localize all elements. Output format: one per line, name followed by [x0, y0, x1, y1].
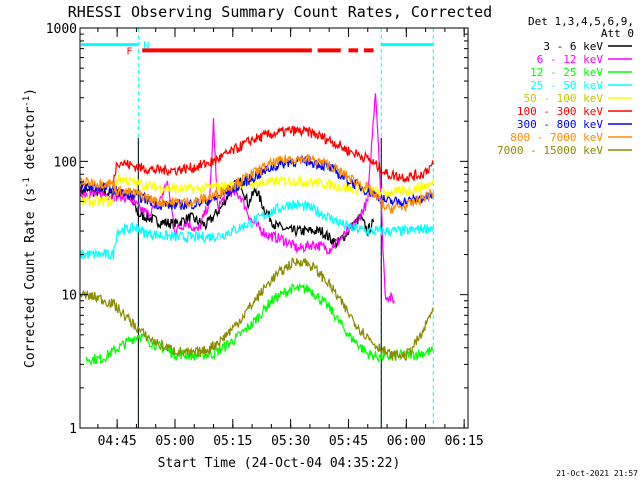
- series-line: [112, 125, 434, 186]
- legend-label: 50 - 100 keV: [524, 92, 604, 105]
- y-axis-label-sup2: -1: [22, 96, 32, 107]
- y-axis-label: Corrected Count Rate (s-1 detector-1): [22, 88, 38, 368]
- series-layer: [79, 93, 434, 366]
- x-tick-label: 05:15: [213, 434, 252, 449]
- y-tick-label: 100: [54, 155, 77, 170]
- y-tick-label: 1000: [46, 22, 77, 37]
- series-line: [79, 257, 434, 361]
- plot-area: FN 1 10 100 1000 04:45 05:00 05:15 05:30 05:45 06…: [46, 22, 484, 449]
- y-tick-label: 1: [69, 422, 77, 437]
- overlay-layer: FN: [81, 28, 434, 428]
- series-line: [79, 199, 434, 260]
- y-axis-label-main: Corrected Count Rate (s: [23, 188, 38, 368]
- legend-label: 6 - 12 keV: [537, 53, 604, 66]
- x-tick-label: 05:45: [329, 434, 368, 449]
- legend-label: 100 - 300 keV: [517, 105, 603, 118]
- x-tick-label: 05:30: [271, 434, 310, 449]
- series-line: [80, 173, 434, 208]
- x-tick-label: 05:00: [155, 434, 194, 449]
- legend-label: 7000 - 15000 keV: [497, 144, 603, 157]
- night-flag-label: N: [143, 41, 149, 52]
- legend-header-attenuator: Att 0: [601, 27, 634, 40]
- legend-label: 300 - 800 keV: [517, 118, 603, 131]
- tick-layer: 1 10 100 1000 04:45 05:00 05:15 05:30 05:45 06:00…: [46, 22, 484, 449]
- plot-frame: [79, 27, 469, 429]
- legend-label: 800 - 7000 keV: [510, 131, 603, 144]
- y-axis-label-mid: detector: [23, 107, 38, 178]
- legend-label: 3 - 6 keV: [543, 40, 603, 53]
- series-line: [79, 93, 395, 304]
- flare-flag-label: F: [126, 46, 132, 57]
- legend-label: 25 - 50 keV: [530, 79, 603, 92]
- plot-timestamp: 21-Oct-2021 21:57: [556, 469, 638, 478]
- x-tick-label: 06:15: [445, 434, 484, 449]
- y-axis-label-sup1: -1: [22, 177, 32, 188]
- legend-header-detectors: Det 1,3,4,5,6,9,: [528, 15, 634, 28]
- x-axis-label: Start Time (24-Oct-04 04:35:22): [158, 456, 401, 471]
- y-axis-label-end: ): [23, 88, 38, 96]
- legend-label: 12 - 25 keV: [530, 66, 603, 79]
- chart-title: RHESSI Observing Summary Count Rates, Co…: [68, 3, 492, 21]
- x-tick-label: 06:00: [387, 434, 426, 449]
- series-line: [80, 153, 434, 214]
- y-tick-label: 10: [61, 289, 77, 304]
- x-tick-label: 04:45: [98, 434, 137, 449]
